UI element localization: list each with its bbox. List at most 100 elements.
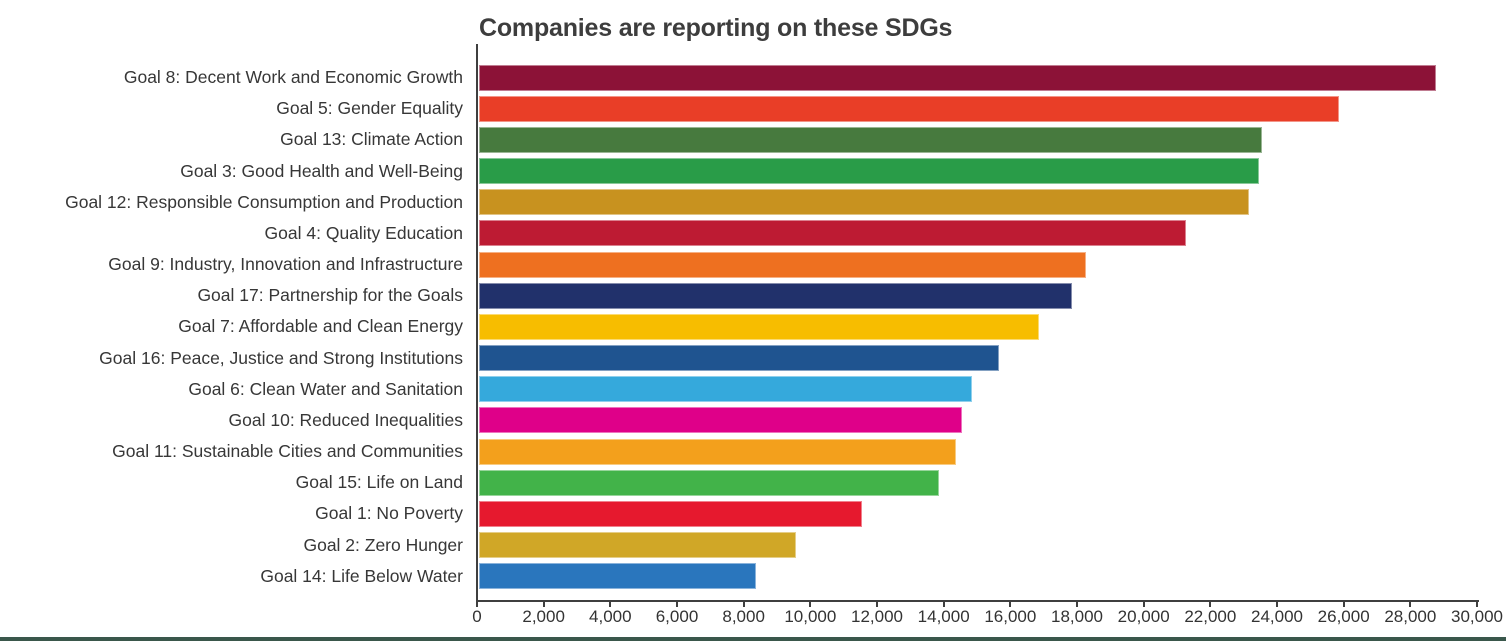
bar-row: Goal 3: Good Health and Well-Being (0, 156, 1506, 187)
x-tick-label: 4,000 (589, 607, 632, 626)
category-label: Goal 5: Gender Equality (276, 98, 463, 119)
bar-row: Goal 11: Sustainable Cities and Communit… (0, 436, 1506, 467)
bar-track (479, 345, 1479, 372)
x-tick-mark (876, 602, 878, 607)
bar-row: Goal 9: Industry, Innovation and Infrast… (0, 249, 1506, 280)
x-tick-mark (809, 602, 812, 607)
bar[interactable] (479, 376, 973, 403)
x-tick-mark (1476, 602, 1478, 607)
x-tick-label: 18,000 (1051, 607, 1103, 626)
x-tick-mark (742, 602, 745, 607)
x-tick-label: 30,000 (1451, 607, 1503, 626)
category-label: Goal 9: Industry, Innovation and Infrast… (108, 254, 463, 275)
bar[interactable] (479, 220, 1186, 247)
bar-track (479, 438, 1479, 465)
category-label: Goal 2: Zero Hunger (303, 534, 463, 555)
bar[interactable] (479, 563, 756, 590)
bar-track (479, 95, 1479, 122)
bar-track (479, 313, 1479, 340)
x-tick-mark (942, 602, 945, 607)
bar-track (479, 64, 1479, 91)
bar[interactable] (479, 532, 796, 559)
x-tick-mark (1409, 602, 1412, 607)
bar-track (479, 220, 1479, 247)
bar-row: Goal 1: No Poverty (0, 498, 1506, 529)
bar[interactable] (479, 251, 1086, 278)
bar[interactable] (479, 345, 999, 372)
x-tick-mark (1009, 602, 1012, 607)
bottom-accent-strip (0, 637, 1506, 641)
chart-rows: Goal 8: Decent Work and Economic Growth G… (0, 62, 1506, 592)
bar-row: Goal 14: Life Below Water (0, 561, 1506, 592)
x-tick-label: 20,000 (1117, 607, 1170, 626)
x-tick-label: 0 (472, 607, 482, 626)
category-label: Goal 15: Life on Land (295, 472, 463, 493)
bar-track (479, 158, 1479, 185)
bar[interactable] (479, 500, 863, 527)
bar[interactable] (479, 438, 956, 465)
x-tick-mark (1209, 602, 1212, 607)
bar-row: Goal 10: Reduced Inequalities (0, 405, 1506, 436)
bar-row: Goal 13: Climate Action (0, 124, 1506, 155)
bar[interactable] (479, 313, 1039, 340)
x-tick-label: 12,000 (851, 607, 903, 626)
category-label: Goal 12: Responsible Consumption and Pro… (65, 191, 463, 212)
bar[interactable] (479, 189, 1249, 216)
bar-track (479, 282, 1479, 309)
bar-track (479, 126, 1479, 153)
x-tick-label: 2,000 (522, 607, 565, 626)
bar-row: Goal 12: Responsible Consumption and Pro… (0, 187, 1506, 218)
bar[interactable] (479, 126, 1263, 153)
bar-row: Goal 17: Partnership for the Goals (0, 280, 1506, 311)
x-tick-mark (476, 602, 478, 607)
x-tick-label: 28,000 (1384, 607, 1437, 626)
x-tick-mark (1342, 602, 1345, 607)
category-label: Goal 7: Affordable and Clean Energy (178, 316, 463, 337)
bar[interactable] (479, 469, 939, 496)
x-tick-label: 26,000 (1317, 607, 1370, 626)
x-tick-label: 8,000 (722, 607, 765, 626)
bar-row: Goal 2: Zero Hunger (0, 530, 1506, 561)
x-tick-mark (609, 602, 612, 607)
x-axis-line (476, 600, 1479, 602)
x-tick-label: 6,000 (655, 607, 699, 626)
category-label: Goal 11: Sustainable Cities and Communit… (112, 441, 463, 462)
category-label: Goal 14: Life Below Water (260, 565, 463, 586)
bar-row: Goal 8: Decent Work and Economic Growth (0, 62, 1506, 93)
bar-track (479, 532, 1479, 559)
category-label: Goal 1: No Poverty (315, 503, 463, 524)
category-label: Goal 6: Clean Water and Sanitation (188, 378, 463, 399)
bar-track (479, 376, 1479, 403)
bar-track (479, 563, 1479, 590)
bar-row: Goal 6: Clean Water and Sanitation (0, 374, 1506, 405)
x-tick-label: 24,000 (1251, 607, 1303, 626)
bar[interactable] (479, 64, 1436, 91)
bar[interactable] (479, 282, 1073, 309)
y-axis-line (476, 44, 478, 601)
bar[interactable] (479, 407, 963, 434)
bar-row: Goal 4: Quality Education (0, 218, 1506, 249)
x-tick-mark (1142, 602, 1145, 607)
bar-track (479, 500, 1479, 527)
category-label: Goal 17: Partnership for the Goals (197, 285, 463, 306)
x-tick-label: 22,000 (1184, 607, 1237, 626)
x-tick-label: 16,000 (984, 607, 1037, 626)
x-tick-mark (542, 602, 545, 607)
x-tick-label: 10,000 (784, 607, 837, 626)
bar-track (479, 251, 1479, 278)
bar-track (479, 407, 1479, 434)
x-tick-mark (1276, 602, 1278, 607)
x-tick-mark (676, 602, 678, 607)
category-label: Goal 13: Climate Action (280, 129, 463, 150)
bar-track (479, 469, 1479, 496)
bar[interactable] (479, 158, 1259, 185)
bar-row: Goal 5: Gender Equality (0, 93, 1506, 124)
chart-title: Companies are reporting on these SDGs (479, 14, 953, 42)
category-label: Goal 10: Reduced Inequalities (228, 409, 463, 430)
category-label: Goal 16: Peace, Justice and Strong Insti… (99, 347, 463, 368)
bar-row: Goal 7: Affordable and Clean Energy (0, 311, 1506, 342)
bar-row: Goal 15: Life on Land (0, 467, 1506, 498)
bar-row: Goal 16: Peace, Justice and Strong Insti… (0, 343, 1506, 374)
bar[interactable] (479, 95, 1339, 122)
x-tick-label: 14,000 (917, 607, 970, 626)
